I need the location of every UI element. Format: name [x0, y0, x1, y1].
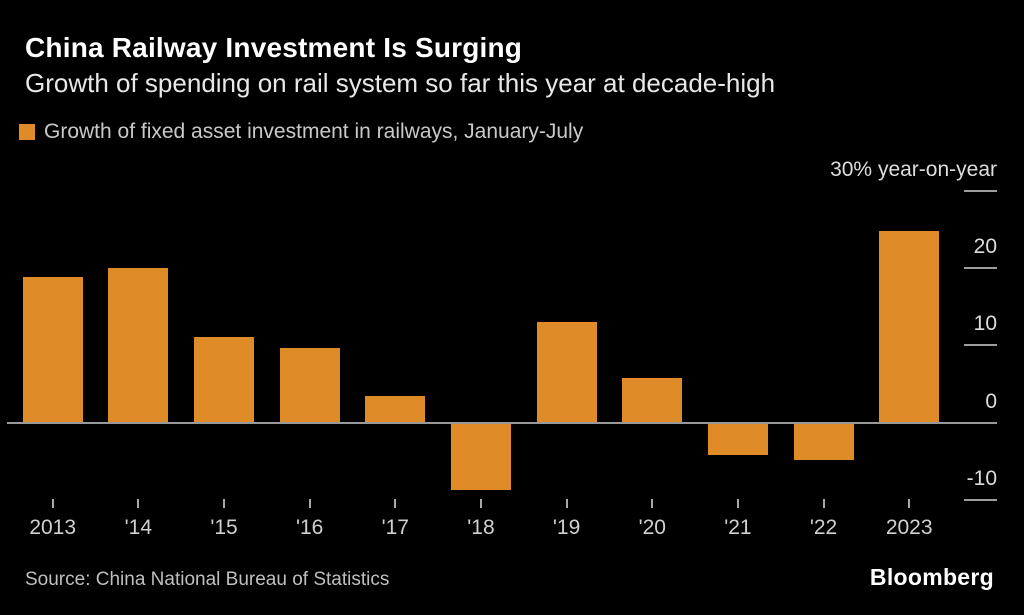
source-note: Source: China National Bureau of Statist… [25, 569, 390, 590]
chart-subtitle: Growth of spending on rail system so far… [25, 68, 776, 98]
y-axis-unit-label: 30% year-on-year [830, 158, 997, 182]
x-axis-label: '20 [638, 516, 666, 539]
bloomberg-logo: Bloomberg [869, 564, 994, 590]
x-axis-tick [308, 499, 311, 508]
x-axis-label: 2013 [29, 516, 77, 539]
x-axis-label: '16 [295, 516, 324, 539]
y-axis-tick-label: 0 [985, 389, 997, 413]
x-axis-tick [736, 499, 739, 508]
x-axis-tick [565, 499, 568, 508]
x-axis-label: '22 [809, 516, 838, 539]
x-axis-label: '18 [467, 516, 495, 539]
legend: Growth of fixed asset investment in rail… [19, 120, 583, 144]
legend-swatch-icon [19, 124, 35, 140]
y-axis-tick-label: 10 [973, 312, 997, 336]
x-axis-label: '19 [552, 516, 581, 539]
y-axis-tick [964, 267, 997, 270]
y-axis-tick-label: -10 [966, 466, 997, 490]
x-axis-label: 2023 [885, 516, 933, 539]
bar-2023 [879, 230, 940, 423]
x-axis-label: '17 [381, 516, 409, 539]
x-axis-tick [651, 499, 654, 508]
bar-21 [707, 422, 768, 455]
x-axis-label: '14 [124, 516, 153, 539]
chart-title: China Railway Investment Is Surging [25, 32, 523, 63]
y-axis-tick-label: 20 [973, 235, 997, 259]
bar-18 [450, 422, 511, 491]
y-axis-tick [964, 498, 997, 501]
x-axis-tick [908, 499, 911, 508]
x-axis-tick [223, 499, 225, 508]
bar-17 [365, 396, 426, 423]
bar-22 [793, 422, 854, 460]
bar-15 [194, 336, 254, 423]
bar-16 [279, 348, 340, 423]
x-axis-tick [51, 499, 54, 508]
x-axis-tick [822, 499, 825, 508]
x-axis-tick [479, 499, 482, 508]
x-axis-label: '15 [210, 516, 238, 539]
y-axis-tick [964, 344, 997, 347]
x-axis-label: '21 [724, 516, 752, 539]
x-axis-tick [394, 499, 397, 508]
bar-20 [622, 377, 683, 423]
y-axis-tick [964, 190, 997, 193]
x-axis-tick [137, 499, 140, 508]
bar-19 [536, 322, 597, 423]
bar-14 [108, 268, 169, 423]
bar-2013 [22, 276, 83, 423]
zero-baseline [7, 421, 997, 424]
legend-label: Growth of fixed asset investment in rail… [44, 120, 584, 143]
